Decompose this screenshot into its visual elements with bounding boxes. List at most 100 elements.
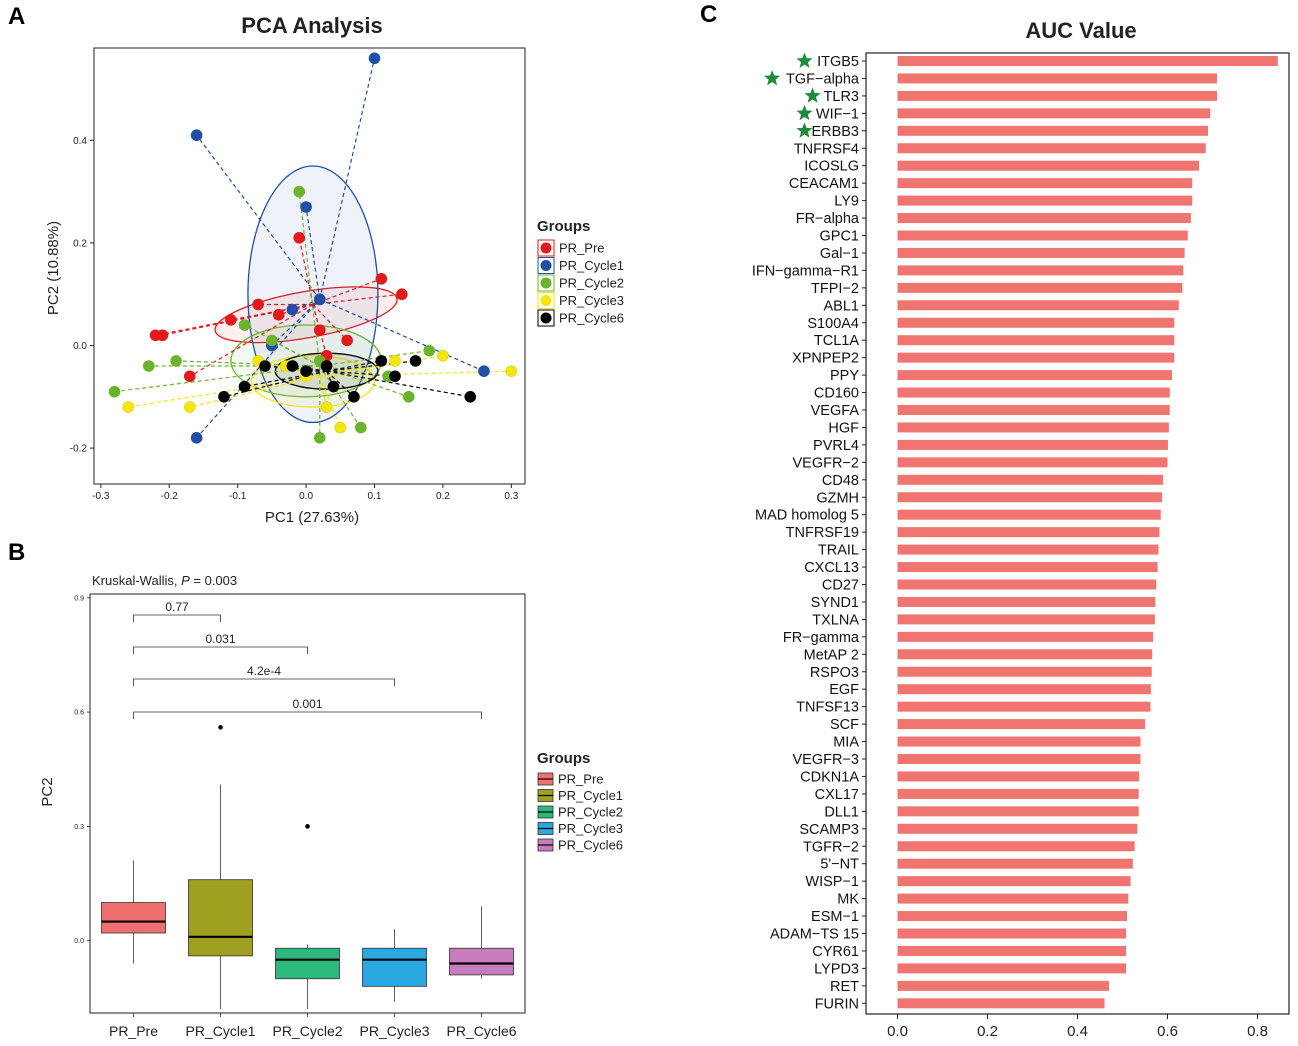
comparison-label-1: 0.031 (205, 632, 235, 646)
box-outlier-pr-cycle1-0 (218, 725, 223, 730)
auc-bar-scamp3 (897, 823, 1138, 834)
pca-line-pr-cycle1-0 (319, 58, 376, 300)
pca-line-pr-cycle1-3 (196, 298, 321, 439)
boxplot-panel: Kruskal-Wallis, P = 0.003 0.77 0.031 4.2e-… (39, 573, 623, 1039)
pca-xtick-label-0: -0.3 (92, 491, 110, 502)
pca-line-pr-cycle3-7 (319, 370, 512, 377)
auc-label-vegfr-3: VEGFR−3 (793, 752, 859, 768)
box-xtick-label-pr-pre: PR_Pre (109, 1023, 158, 1039)
auc-label-metap-2: MetAP 2 (804, 647, 859, 663)
pca-ytick-label-0: -0.2 (70, 444, 88, 455)
pca-point-pr-cycle3-1 (183, 401, 196, 413)
pca-line-pr-cycle6-4 (326, 370, 355, 398)
auc-label-tcl1a: TCL1A (814, 333, 859, 349)
pca-legend-label-pr-cycle6: PR_Cycle6 (559, 311, 624, 326)
auc-label-tgf-alpha: TGF−alpha (786, 71, 860, 87)
pca-line-pr-cycle1-2 (305, 206, 321, 300)
kw-suffix: = 0.003 (190, 573, 237, 588)
box-ytick-label-2: 0.6 (74, 710, 84, 717)
auc-bar-esm-1 (897, 911, 1127, 922)
auc-bar-cxl17 (897, 788, 1139, 799)
auc-label-cd48: CD48 (822, 473, 859, 489)
auc-label-xpnpep2: XPNPEP2 (792, 351, 859, 367)
pca-title: PCA Analysis (241, 13, 382, 38)
auc-bar-s100a4 (897, 317, 1175, 328)
pca-point-pr-cycle1-3 (190, 432, 203, 444)
pca-line-pr-cycle2-8 (319, 350, 430, 367)
pca-line-pr-pre-1 (162, 303, 314, 336)
auc-title: AUC Value (1025, 18, 1136, 43)
auc-label-cyr61: CYR61 (812, 944, 859, 960)
pca-line-pr-cycle1-4 (319, 298, 485, 372)
pca-ytick-label-1: 0.0 (73, 341, 87, 352)
pca-line-pr-cycle2-5 (319, 365, 362, 428)
auc-bar-vegfr-2 (897, 457, 1168, 468)
box-ytick-label-0: 0.0 (74, 938, 84, 945)
pca-point-pr-cycle1-2 (300, 201, 312, 213)
auc-label-icoslg: ICOSLG (804, 159, 859, 175)
auc-bar-icoslg (897, 160, 1199, 171)
auc-xtick-label-1: 0.2 (977, 1023, 998, 1040)
pca-line-pr-pre-7 (312, 304, 328, 356)
auc-label-hgf: HGF (828, 420, 859, 436)
box-xtick-label-pr-cycle3: PR_Cycle3 (359, 1023, 429, 1039)
auc-bar-mk (897, 893, 1129, 904)
auc-bar-tnfrsf4 (897, 143, 1206, 154)
pca-point-pr-pre-5 (293, 231, 306, 244)
pca-point-pr-cycle6-0 (218, 390, 230, 403)
auc-label-ceacam1: CEACAM1 (789, 176, 859, 192)
auc-bar-cdkn1a (897, 771, 1140, 782)
pca-point-pr-cycle6-8 (464, 390, 477, 403)
auc-label-cxcl13: CXCL13 (804, 560, 859, 576)
pca-point-pr-cycle6-7 (409, 355, 422, 367)
auc-bar-abl1 (897, 300, 1179, 311)
pca-legend-title: Groups (537, 218, 590, 235)
auc-label-fr-alpha: FR−alpha (796, 211, 860, 227)
auc-bar-cd160 (897, 387, 1170, 398)
auc-stars (764, 52, 821, 138)
boxplot-x-ticks: PR_Pre PR_Cycle1 PR_Cycle2 PR_Cycle3 PR_Cycl… (109, 1013, 517, 1039)
box-body-pr-cycle3 (362, 947, 427, 987)
pca-point-pr-pre-4 (272, 308, 285, 321)
auc-label-cd160: CD160 (814, 386, 859, 402)
auc-label-gpc1: GPC1 (820, 229, 860, 245)
auc-bar-tcl1a (897, 335, 1175, 346)
comparison-label-0: 0.77 (165, 600, 189, 614)
star-icon-erbb3 (796, 122, 813, 138)
auc-bar-synd1 (897, 596, 1156, 607)
pca-xtick-label-5: 0.2 (436, 491, 450, 502)
comparison-label-3: 0.001 (292, 697, 322, 711)
auc-label-tnfrsf4: TNFRSF4 (794, 141, 859, 157)
auc-bar-mia (897, 736, 1141, 747)
pca-point-pr-cycle2-9 (238, 319, 251, 331)
boxplot-y-ticks: 0.0 0.3 0.6 0.9 (74, 595, 90, 945)
pca-point-pr-cycle2-5 (355, 421, 367, 434)
auc-bar-tgfr-2 (897, 841, 1135, 852)
auc-bar-fr-gamma (897, 631, 1154, 642)
auc-label-erbb3: ERBB3 (811, 124, 859, 140)
auc-label-fr-gamma: FR−gamma (783, 630, 860, 646)
box-legend-label-pr-cycle3: PR_Cycle3 (558, 821, 623, 836)
pca-point-pr-cycle6-11 (286, 360, 299, 372)
pca-line-pr-cycle3-3 (319, 376, 328, 408)
auc-bar-itgb5 (897, 56, 1278, 66)
auc-bar-pvrl4 (897, 439, 1168, 450)
box-legend-label-pr-pre: PR_Pre (558, 772, 604, 787)
pca-point-pr-cycle6-1 (238, 380, 251, 393)
auc-label-tlr3: TLR3 (824, 89, 859, 105)
comparison-bracket-1 (133, 646, 308, 654)
pca-xtick-label-3: 0.0 (299, 491, 313, 502)
pca-point-pr-cycle1-1 (190, 129, 203, 141)
auc-bar-vegfa (897, 405, 1170, 415)
pca-point-pr-cycle2-8 (423, 344, 436, 357)
auc-bar-cd48 (897, 474, 1163, 485)
pca-legend-dot-pr-cycle6 (540, 312, 552, 324)
auc-bar-ret (897, 980, 1109, 991)
auc-panel: AUC Value ITGB5TGF−alphaTLR3WIF−1ERBB3TN… (752, 18, 1290, 1040)
pca-point-pr-pre-8 (341, 334, 353, 347)
auc-bar-gal-1 (897, 247, 1185, 258)
auc-label-trail: TRAIL (818, 543, 859, 559)
panel-b-letter: B (8, 539, 25, 566)
pca-line-pr-cycle6-5 (326, 360, 382, 372)
